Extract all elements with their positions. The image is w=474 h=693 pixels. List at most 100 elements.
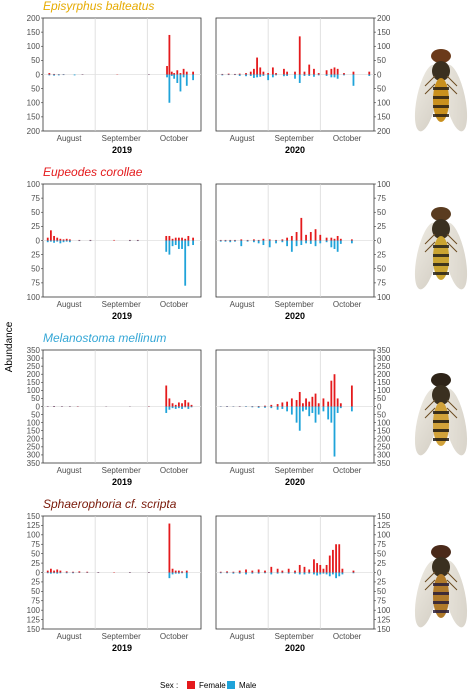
bar-male (270, 572, 273, 575)
eupeodes-photo (414, 207, 468, 290)
bar-female (313, 559, 315, 573)
y-tick-label-right: 350 (377, 459, 391, 468)
bar-male (339, 406, 342, 409)
bar-male (46, 240, 49, 243)
bar-female (72, 571, 74, 573)
bar-male (338, 572, 341, 577)
bar-female (253, 68, 255, 75)
leg (446, 571, 458, 583)
bar-female (177, 237, 180, 241)
month-label: September (102, 466, 141, 475)
bar-male (171, 406, 174, 409)
bar-male (341, 572, 344, 575)
bar-male (185, 74, 188, 86)
bar-female (129, 239, 131, 241)
bar-female (245, 73, 247, 75)
y-tick-label-right: 50 (377, 265, 386, 274)
abdomen-band (433, 105, 449, 108)
y-tick-label-right: 75 (377, 279, 386, 288)
y-tick-label-right: 50 (377, 587, 386, 596)
head (431, 545, 451, 559)
year-label: 2020 (285, 643, 305, 653)
bar-female (256, 57, 258, 75)
month-label: September (275, 134, 314, 143)
bar-male (48, 74, 51, 76)
y-tick-label-left: 50 (31, 394, 40, 403)
y-tick-label-right: 100 (377, 99, 391, 108)
bar-female (184, 238, 187, 241)
chart-row-1: Episyrphus balteatus August September Octob… (27, 0, 391, 155)
y-tick-label-right: 100 (377, 606, 391, 615)
bar-male (59, 240, 62, 244)
month-label: August (57, 466, 83, 475)
bar-male (129, 240, 131, 242)
bar-male (56, 572, 59, 574)
bar-female (171, 568, 174, 573)
bar-male (322, 406, 325, 412)
species-title: Melanostoma mellinum (43, 331, 166, 345)
bar-male (287, 572, 290, 574)
month-label: October (333, 300, 362, 309)
y-tick-label-right: 125 (377, 615, 391, 624)
bar-female (113, 239, 115, 241)
bar-male (313, 572, 315, 575)
bar-female (68, 239, 71, 241)
wing (414, 222, 440, 290)
chart-row-2: Eupeodes corollae August September October 2… (27, 165, 391, 321)
y-tick-label-right: 50 (377, 56, 386, 65)
bar-male (303, 74, 306, 76)
bar-female (177, 402, 180, 407)
abdomen-band (433, 87, 449, 90)
leg (424, 571, 436, 583)
bar-male (185, 572, 188, 579)
leg (424, 75, 436, 87)
wing (414, 388, 440, 456)
bar-female (330, 68, 333, 75)
panel-2019: August September October 2019 (42, 515, 202, 653)
bar-female (62, 239, 65, 241)
y-tick-label-left: 0 (36, 236, 41, 245)
bar-female (192, 71, 194, 75)
bar-female (294, 570, 296, 573)
bar-male (305, 406, 307, 410)
bar-female (281, 570, 284, 573)
panel-2019: August September October 2019 (42, 349, 202, 487)
bar-male (352, 74, 355, 86)
bar-female (305, 398, 307, 407)
abdomen-band (433, 420, 449, 423)
leg (446, 241, 458, 253)
bar-female (50, 230, 52, 241)
y-tick-label-left: 0 (36, 70, 41, 79)
bar-female (295, 232, 298, 241)
y-tick-label-right: 25 (377, 250, 386, 259)
y-tick-label-right: 200 (377, 127, 391, 136)
month-label: September (102, 300, 141, 309)
wing (414, 560, 440, 628)
bar-male (333, 406, 336, 457)
bar-female (174, 570, 177, 573)
bar-male (173, 74, 176, 79)
bar-male (187, 406, 190, 409)
bar-female (177, 570, 180, 573)
y-tick-label-right: 0 (377, 70, 382, 79)
y-tick-label-left: 300 (27, 451, 41, 460)
leg (446, 399, 458, 411)
bar-male (177, 240, 180, 249)
bar-female (294, 71, 296, 75)
panel-2019: August September October 2019 (42, 17, 202, 155)
bar-female (227, 73, 230, 75)
bar-female (325, 564, 328, 573)
bar-male (316, 572, 319, 576)
y-tick-label-left: 75 (31, 194, 40, 203)
head (431, 49, 451, 63)
bar-male (168, 572, 171, 579)
abdomen-band (433, 411, 449, 414)
bar-male (50, 572, 52, 574)
head (431, 207, 451, 221)
panel-2020: August September October 2020 (215, 17, 375, 155)
y-tick-label-left: 150 (27, 427, 41, 436)
abdomen-band (433, 96, 449, 99)
month-label: October (333, 134, 362, 143)
bar-male (343, 74, 345, 76)
bar-female (50, 568, 52, 573)
